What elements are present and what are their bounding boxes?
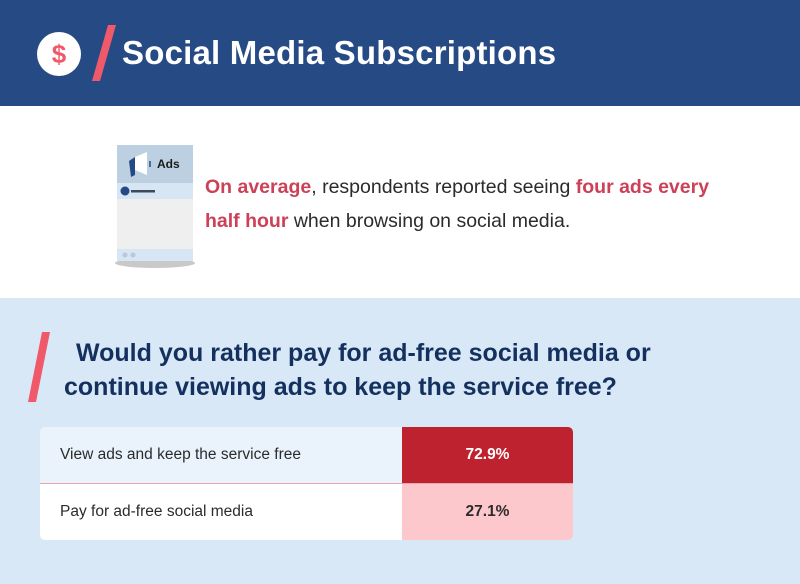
stat-text-part: , respondents reported seeing [311,176,576,198]
stat-highlight-four-ads: four ads every half hour [205,176,710,232]
row-divider [40,483,573,484]
slash-accent-icon [28,332,50,402]
ads-label: Ads [157,157,180,171]
slash-accent-icon [92,25,116,81]
answer-label: Pay for ad-free social media [40,484,402,540]
table-row: View ads and keep the service free 72.9% [40,427,573,483]
stat-highlight-average: On average [205,176,312,198]
intro-section: Ads On average, respondents reported see… [0,106,800,298]
stat-text-part: when browsing on social media. [288,210,571,232]
page-title: Social Media Subscriptions [122,34,557,71]
survey-question: Would you rather pay for ad-free social … [64,336,764,404]
table-row: Pay for ad-free social media 27.1% [40,484,573,540]
survey-section: Would you rather pay for ad-free social … [0,298,800,584]
question-line-2: continue viewing ads to keep the service… [64,373,617,401]
answer-percent: 72.9% [402,427,573,483]
header-banner: $ Social Media Subscriptions [0,0,800,106]
stat-text: On average, respondents reported seeing … [205,170,725,238]
answer-label: View ads and keep the service free [40,427,402,483]
dollar-icon: $ [37,32,81,76]
answer-percent: 27.1% [402,484,573,540]
question-line-1: Would you rather pay for ad-free social … [76,339,651,367]
social-ad-post-icon: Ads [115,145,195,268]
results-table: View ads and keep the service free 72.9%… [40,427,573,540]
